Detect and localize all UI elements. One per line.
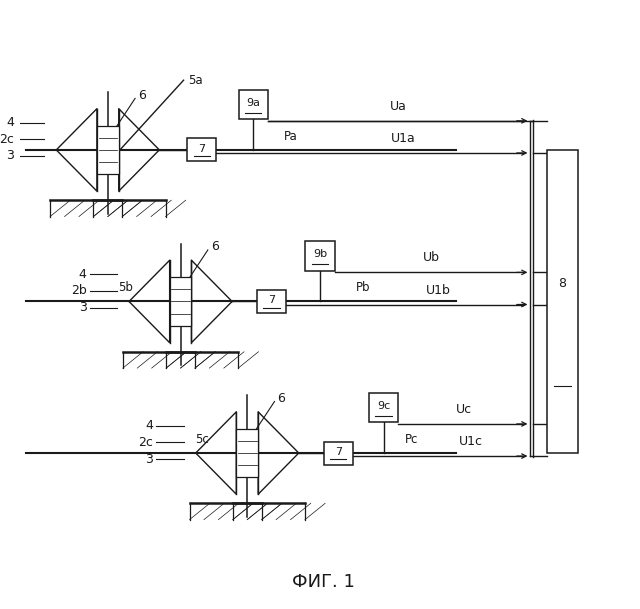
Text: 6: 6 <box>211 241 219 253</box>
Text: 9c: 9c <box>377 401 390 411</box>
Text: U1a: U1a <box>390 132 415 145</box>
Text: Pa: Pa <box>284 130 298 143</box>
Text: U1c: U1c <box>460 435 483 448</box>
Text: Pc: Pc <box>405 433 418 446</box>
Text: 3: 3 <box>145 452 153 466</box>
Text: 3: 3 <box>6 149 14 163</box>
Text: 8: 8 <box>559 276 566 290</box>
Text: 9b: 9b <box>313 249 327 259</box>
Text: Pb: Pb <box>356 281 371 294</box>
Text: 4: 4 <box>145 419 153 432</box>
Text: 7: 7 <box>268 295 275 305</box>
Text: Ua: Ua <box>390 100 407 113</box>
Text: 7: 7 <box>335 446 342 457</box>
Bar <box>170 277 191 326</box>
Bar <box>239 90 268 119</box>
Text: 2c: 2c <box>0 133 14 146</box>
Bar <box>547 150 578 453</box>
Text: 3: 3 <box>79 301 86 314</box>
Text: 7: 7 <box>198 144 205 153</box>
Text: 5a: 5a <box>188 74 202 86</box>
Bar <box>188 138 216 161</box>
Bar <box>97 125 118 174</box>
Text: 2c: 2c <box>138 435 153 449</box>
Bar <box>324 442 353 465</box>
Text: 6: 6 <box>278 392 285 405</box>
Bar <box>305 241 335 270</box>
Text: 4: 4 <box>79 268 86 281</box>
Bar <box>257 290 286 313</box>
Text: 4: 4 <box>6 116 14 129</box>
Text: 5c: 5c <box>195 433 209 446</box>
Bar <box>236 429 258 477</box>
Text: Uc: Uc <box>456 403 472 416</box>
Text: Ub: Ub <box>423 252 440 264</box>
Text: U1b: U1b <box>426 284 451 297</box>
Text: 9a: 9a <box>246 97 260 108</box>
Text: 2b: 2b <box>71 284 86 297</box>
Text: ФИГ. 1: ФИГ. 1 <box>292 573 355 591</box>
Bar <box>369 393 398 422</box>
Text: 5b: 5b <box>118 281 133 294</box>
Text: 6: 6 <box>138 89 146 102</box>
